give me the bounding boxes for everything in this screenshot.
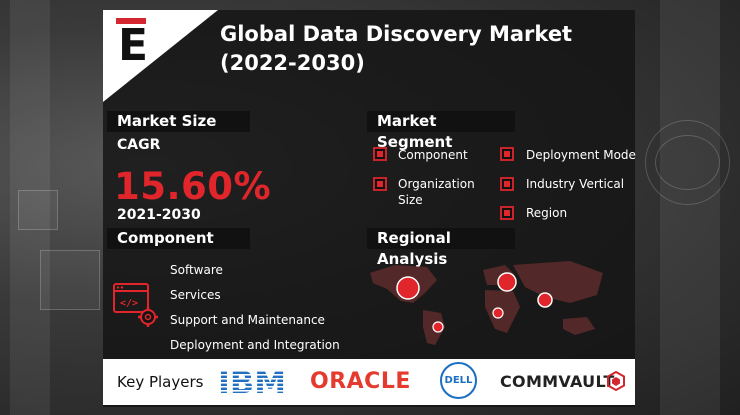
bg-chart-tile (18, 190, 58, 230)
segment-bullet-icon (500, 206, 514, 220)
cagr-period: 2021-2030 (117, 207, 201, 223)
e-brand-logo-icon: E (118, 20, 149, 71)
oracle-logo: ORACLE (310, 369, 411, 394)
market-size-header: Market Size (107, 111, 250, 132)
component-header: Component (107, 228, 250, 249)
page-title: Global Data Discovery Market (2022-2030) (220, 22, 573, 75)
bg-atom-ring (655, 135, 720, 190)
segment-bullet-icon (373, 177, 387, 191)
bg-column (660, 0, 720, 415)
segment-bullet-icon (500, 177, 514, 191)
component-item: Services (170, 288, 221, 302)
cagr-value: 15.60% (114, 165, 272, 208)
svg-text:</>: </> (120, 298, 138, 309)
key-players-bar (103, 359, 635, 405)
dell-logo: DELL (440, 362, 477, 399)
ibm-logo: IBM IBM (218, 366, 286, 396)
region-marker (497, 272, 517, 292)
world-map (370, 261, 603, 345)
logo-accent-bar (116, 18, 146, 24)
region-marker (492, 307, 504, 319)
region-marker (537, 292, 553, 308)
region-marker (432, 321, 444, 333)
bg-atom-ring (645, 120, 730, 205)
market-segment-header: Market Segment (367, 111, 515, 151)
key-players-label: Key Players (117, 373, 204, 391)
bg-column (10, 0, 50, 415)
logo-triangle (103, 10, 218, 102)
commvault-logo: COMMVAULT (500, 372, 615, 391)
segment-item: Component (398, 148, 468, 162)
component-item: Support and Maintenance (170, 313, 325, 327)
component-item: Deployment and Integration (170, 338, 340, 352)
segment-item: Region (526, 206, 568, 220)
regional-analysis-header: Regional Analysis (367, 228, 515, 268)
segment-item: Deployment Mode (526, 148, 636, 162)
bg-chart-tile (40, 250, 100, 310)
commvault-hex-icon (607, 371, 625, 391)
component-item: Software (170, 263, 223, 277)
software-gear-icon: </> (113, 283, 158, 327)
cagr-label: CAGR (117, 137, 161, 153)
segment-item: Industry Vertical (526, 177, 625, 191)
segment-bullet-icon (373, 147, 387, 161)
segment-bullet-icon (500, 147, 514, 161)
segment-item: Organization Size (398, 177, 475, 207)
region-marker (396, 276, 420, 300)
